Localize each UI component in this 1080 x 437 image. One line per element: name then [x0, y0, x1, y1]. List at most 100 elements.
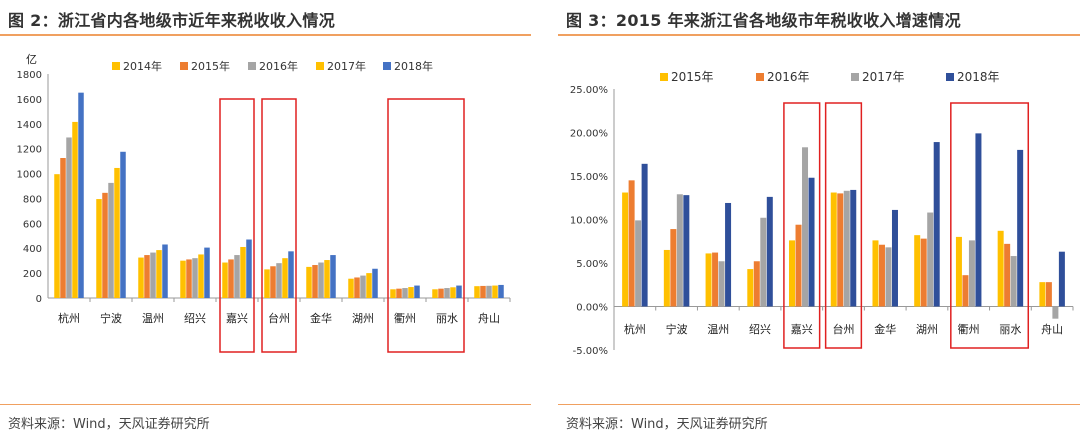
bar-金华-2014年 — [306, 266, 312, 298]
bar-丽水-2015年 — [438, 288, 444, 298]
legend-swatch — [851, 73, 859, 81]
x-tick-label: 舟山 — [1041, 322, 1063, 336]
y-tick-label: -5.00% — [573, 346, 608, 357]
bar-杭州-2017年 — [635, 220, 642, 307]
x-tick-label: 杭州 — [58, 311, 80, 325]
bar-台州-2017年 — [843, 190, 850, 307]
y-tick-label: 1800 — [17, 70, 42, 81]
bar-宁波-2015年 — [102, 192, 108, 298]
y-tick-label: 0 — [36, 294, 42, 305]
bar-金华-2015年 — [872, 240, 879, 307]
bar-绍兴-2016年 — [753, 261, 760, 307]
bar-嘉兴-2015年 — [228, 259, 234, 298]
bar-金华-2015年 — [312, 265, 318, 298]
bar-绍兴-2017年 — [760, 217, 767, 307]
x-tick-label: 台州 — [833, 322, 855, 336]
x-tick-label: 宁波 — [100, 311, 122, 325]
highlight-box — [261, 98, 297, 353]
bar-湖州-2014年 — [348, 278, 354, 298]
bar-杭州-2015年 — [60, 158, 66, 298]
bar-温州-2015年 — [705, 253, 712, 307]
y-tick-label: 15.00% — [570, 172, 608, 183]
x-tick-label: 舟山 — [478, 311, 500, 325]
bar-舟山-2014年 — [474, 286, 480, 298]
highlight-box — [783, 102, 821, 349]
bar-衢州-2016年 — [962, 275, 969, 307]
y-tick-label: 10.00% — [570, 216, 608, 227]
legend-swatch — [112, 62, 120, 70]
bar-丽水-2018年 — [456, 285, 462, 298]
bar-舟山-2015年 — [1039, 282, 1046, 307]
bar-绍兴-2018年 — [204, 247, 210, 298]
bar-舟山-2018年 — [1058, 251, 1065, 307]
y-axis-unit: 亿 — [26, 53, 37, 66]
title-rule — [558, 34, 1080, 36]
panel-city-tax-revenue: 图 2：浙江省内各地级市近年来税收收入情况 0 200 400 600 800 1000 1… — [0, 0, 531, 437]
x-tick-label: 金华 — [874, 322, 896, 336]
bar-嘉兴-2018年 — [808, 177, 815, 307]
bar-嘉兴-2014年 — [222, 262, 228, 298]
y-tick-label: 600 — [23, 219, 42, 230]
bar-湖州-2016年 — [360, 275, 366, 298]
bar-台州-2015年 — [270, 266, 276, 298]
x-tick-label: 丽水 — [999, 323, 1021, 336]
bar-杭州-2015年 — [622, 192, 629, 307]
bar-丽水-2016年 — [1004, 243, 1011, 307]
y-tick-label: 0.00% — [576, 303, 608, 314]
bar-湖州-2015年 — [354, 277, 360, 298]
bar-绍兴-2015年 — [186, 259, 192, 298]
bar-嘉兴-2018年 — [246, 239, 252, 298]
legend-swatch — [248, 62, 256, 70]
bar-嘉兴-2017年 — [802, 147, 809, 307]
legend-label: 2014年 — [123, 59, 162, 73]
bar-丽水-2017年 — [1010, 256, 1017, 307]
bar-金华-2018年 — [891, 209, 898, 307]
bar-台州-2018年 — [850, 189, 857, 307]
bar-台州-2016年 — [837, 193, 844, 307]
bar-温州-2018年 — [725, 202, 732, 307]
bar-绍兴-2014年 — [180, 260, 186, 298]
bar-温州-2016年 — [150, 252, 156, 298]
y-tick-label: 5.00% — [576, 259, 608, 270]
x-tick-label: 衢州 — [958, 323, 980, 336]
x-tick-label: 绍兴 — [749, 322, 771, 336]
bar-丽水-2014年 — [432, 289, 438, 298]
legend-label: 2017年 — [862, 70, 905, 84]
legend-swatch — [383, 62, 391, 70]
bar-温州-2017年 — [718, 261, 725, 307]
x-tick-label: 绍兴 — [184, 311, 206, 325]
x-tick-label: 衢州 — [394, 312, 416, 325]
x-tick-label: 温州 — [142, 312, 164, 325]
legend-label: 2016年 — [767, 70, 810, 84]
x-tick-label: 金华 — [310, 311, 332, 325]
x-tick-label: 温州 — [707, 323, 729, 336]
legend-swatch — [316, 62, 324, 70]
bar-舟山-2016年 — [486, 285, 492, 298]
bar-舟山-2017年 — [492, 285, 498, 298]
bar-丽水-2018年 — [1017, 149, 1024, 307]
bar-绍兴-2015年 — [747, 269, 754, 307]
bar-台州-2018年 — [288, 251, 294, 298]
bar-衢州-2017年 — [408, 287, 414, 298]
figure-title: 图 3：2015 年来浙江省各地级市年税收收入增速情况 — [566, 11, 961, 30]
y-tick-label: 1000 — [17, 170, 42, 181]
y-tick-label: 400 — [23, 244, 42, 255]
x-tick-label: 嘉兴 — [791, 322, 813, 336]
source-note: 资料来源：Wind，天风证券研究所 — [8, 417, 210, 432]
bar-宁波-2017年 — [114, 167, 120, 298]
y-tick-label: 20.00% — [570, 129, 608, 140]
bar-衢州-2015年 — [955, 236, 962, 307]
y-tick-label: 800 — [23, 194, 42, 205]
bar-嘉兴-2015年 — [789, 240, 796, 307]
bar-丽水-2015年 — [997, 230, 1004, 307]
legend-swatch — [180, 62, 188, 70]
y-tick-label: 1200 — [17, 145, 42, 156]
x-tick-label: 杭州 — [624, 322, 646, 336]
bar-湖州-2017年 — [366, 273, 372, 298]
legend-swatch — [756, 73, 764, 81]
bar-宁波-2016年 — [670, 229, 677, 307]
bar-舟山-2015年 — [480, 285, 486, 298]
bar-台州-2014年 — [264, 269, 270, 298]
bar-宁波-2018年 — [120, 151, 126, 298]
tax-revenue-bar-chart: 0 200 400 600 800 1000 1200 1400 1600 1800 亿杭州 宁波 温州… — [17, 53, 511, 353]
